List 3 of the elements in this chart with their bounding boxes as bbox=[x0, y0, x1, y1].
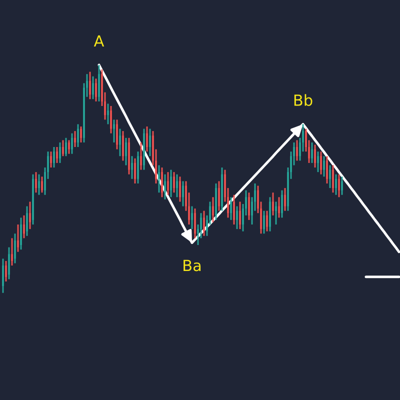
annotation: Bb bbox=[294, 94, 312, 106]
text: A bbox=[94, 35, 104, 46]
annotation: Ba bbox=[184, 260, 201, 272]
